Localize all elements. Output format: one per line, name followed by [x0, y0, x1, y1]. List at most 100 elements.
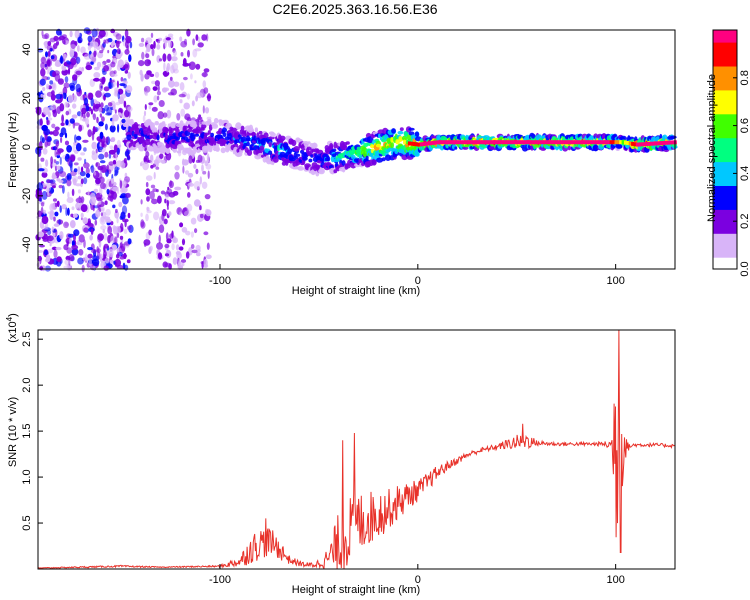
spectrogram-ridge-core [419, 142, 423, 147]
spectrogram-ridge-cell [307, 141, 311, 145]
spectrogram-noise-blob [71, 248, 79, 256]
spectrogram-ridge-core [654, 141, 658, 146]
spectrogram-noise-blob [166, 109, 172, 119]
spectrogram-ridge-cell [669, 135, 677, 139]
spectrogram-noise-blob [69, 49, 75, 58]
spectrogram-noise-blob [92, 113, 97, 121]
spectrogram-noise-blob [40, 202, 45, 207]
spectrogram-noise-blob [45, 254, 51, 263]
spectrogram-noise-blob [158, 234, 161, 244]
snr-background [38, 330, 675, 569]
spectrogram-noise-blob [53, 35, 59, 42]
spectrogram-noise-blob [194, 80, 197, 84]
spectrogram-ridge-cell [134, 133, 138, 139]
spectrogram-noise-blob [165, 37, 171, 41]
spectrogram-ridge-cell [240, 125, 245, 131]
spectrogram-noise-blob [69, 118, 75, 124]
spectrogram-noise-blob [40, 94, 43, 98]
spectrogram-ridge-cell [256, 132, 260, 139]
spectrogram-noise-blob [85, 167, 90, 175]
spectrogram-ridge-cell [254, 128, 258, 133]
spectrogram-noise-blob [145, 37, 153, 44]
spectrogram-noise-blob [168, 263, 172, 270]
spectrogram-noise-blob [126, 156, 131, 161]
colorbar-segment [713, 97, 737, 103]
spectrogram-noise-blob [127, 212, 131, 219]
spectrogram-noise-blob [126, 225, 132, 231]
spectrogram-ridge-core [574, 140, 578, 145]
colorbar-segment [713, 34, 737, 39]
spectrogram-ridge-core [472, 140, 475, 145]
spectrogram-noise-blob [117, 91, 121, 100]
spectrogram-ridge-cell [397, 130, 404, 135]
spectrogram-noise-blob [74, 134, 77, 143]
spectrogram-noise-blob [77, 157, 82, 161]
snr-y-multiplier-exponent: 4 [5, 316, 14, 321]
spectrogram-ridge-core [650, 141, 654, 146]
spectrogram-noise-blob [144, 104, 147, 110]
spectrogram-ridge-core [434, 140, 437, 145]
spectrogram-noise-blob [150, 32, 154, 38]
spectrogram-ridge-core [493, 140, 497, 145]
spectrogram-noise-blob [112, 159, 117, 165]
spectrogram-noise-blob [116, 248, 120, 253]
spectrogram-ridge-cell [414, 131, 420, 137]
spectrogram-noise-blob [90, 61, 94, 65]
spectrogram-noise-blob [140, 73, 144, 82]
spectrogram-noise-blob [195, 63, 201, 70]
spectrogram-noise-blob [166, 66, 169, 73]
spectrogram-ridge-cell [356, 146, 362, 150]
spectrogram-ridge-cell [391, 128, 396, 134]
spectrogram-noise-blob [92, 41, 99, 48]
spectrogram-noise-blob [174, 171, 180, 180]
spectrogram-noise-blob [196, 92, 204, 99]
spectrogram-noise-blob [87, 92, 93, 100]
spectrogram-ridge-cell [259, 145, 265, 153]
spectrogram-noise-blob [154, 80, 160, 87]
spectrogram-noise-blob [100, 216, 105, 223]
spectrogram-y-tick-label: 40 [21, 43, 33, 55]
spectrogram-ridge-core [476, 140, 480, 145]
spectrogram-noise-blob [109, 79, 115, 83]
spectrogram-noise-blob [65, 119, 69, 126]
spectrogram-ridge-cell [304, 163, 311, 169]
spectrogram-noise-blob [98, 106, 102, 113]
spectrogram-noise-blob [163, 218, 168, 225]
spectrogram-noise-blob [145, 151, 150, 158]
spectrogram-ridge-cell [216, 143, 220, 148]
spectrogram-noise-blob [75, 70, 83, 76]
spectrogram-noise-blob [158, 216, 162, 225]
spectrogram-y-tick-label: 20 [21, 92, 33, 104]
spectrogram-ridge-cell [185, 121, 189, 125]
spectrogram-noise-blob [199, 213, 204, 219]
spectrogram-noise-blob [77, 166, 81, 175]
spectrogram-noise-blob [40, 157, 45, 162]
colorbar-segment [713, 69, 737, 75]
spectrogram-noise-blob [99, 131, 104, 140]
spectrogram-noise-blob [152, 188, 158, 193]
spectrogram-noise-blob [47, 235, 54, 242]
spectrogram-noise-blob [104, 257, 110, 264]
spectrogram-noise-blob [190, 244, 195, 249]
spectrogram-noise-blob [84, 158, 87, 164]
spectrogram-ridge-cell [333, 169, 338, 174]
spectrogram-ridge-cell [454, 146, 458, 150]
spectrogram-noise-blob [202, 170, 207, 175]
spectrogram-noise-blob [171, 56, 178, 62]
colorbar-segment [713, 197, 737, 202]
spectrogram-ridge-core [460, 140, 464, 145]
spectrogram-noise-blob [95, 90, 102, 98]
colorbar-segment [713, 233, 737, 238]
colorbar-segment [713, 149, 737, 155]
spectrogram-noise-blob [117, 123, 120, 133]
spectrogram-noise-blob [101, 116, 105, 122]
colorbar-segment [713, 253, 737, 258]
spectrogram-noise-blob [45, 159, 49, 167]
spectrogram-ridge-cell [150, 122, 155, 130]
spectrogram-noise-blob [80, 178, 84, 185]
spectrogram-ridge-core [479, 140, 483, 145]
spectrogram-noise-blob [164, 198, 167, 204]
spectrogram-ridge-core [533, 140, 537, 145]
spectrogram-noise-blob [87, 190, 90, 196]
spectrogram-noise-blob [108, 248, 114, 258]
